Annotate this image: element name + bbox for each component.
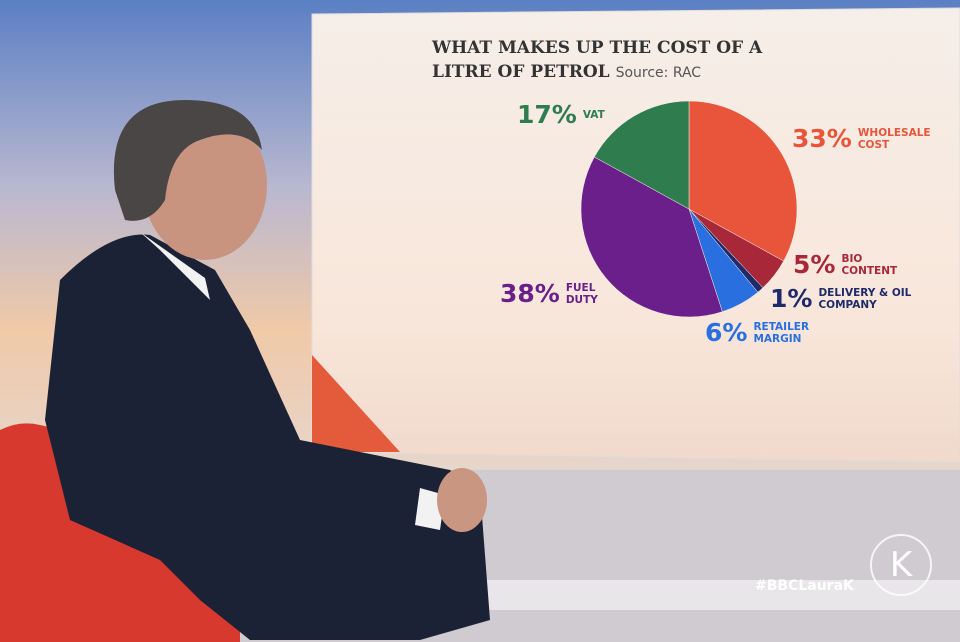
value-label: 5% [793,250,836,279]
category-label: DELIVERY & OIL COMPANY [818,286,912,311]
value-label: 1% [770,284,813,313]
value-label: 6% [705,318,748,347]
pie-slice [688,100,798,262]
category-label: FUEL DUTY [565,281,598,306]
pie-slice [580,156,723,318]
category-label: RETAILER MARGIN [753,320,810,345]
chart-title: WHAT MAKES UP THE COST OF A LITRE OF PET… [432,38,763,82]
slice-label: 1% DELIVERY & OIL COMPANY [770,284,938,313]
slice-label: 5% BIO CONTENT [793,250,911,279]
value-label: 38% [500,279,560,308]
watermark: #BBCLauraK [755,578,854,594]
hands [437,468,487,532]
slice-label: 6% RETAILER MARGIN [705,318,823,347]
chart-source: Source: RAC [615,65,702,81]
slice-label: 33% WHOLESALE COST [792,124,950,153]
slice-label: 38% FUEL DUTY [500,279,606,308]
hair [113,100,262,221]
category-label: BIO CONTENT [841,252,898,277]
logo: K [870,534,932,596]
suit [45,234,490,640]
value-label: 17% [517,100,577,129]
chart-title-block: WHAT MAKES UP THE COST OF A LITRE OF PET… [432,36,792,85]
screen-accent [312,355,400,452]
category-label: VAT [582,108,605,121]
category-label: WHOLESALE COST [857,126,931,151]
pie-slice [594,100,690,210]
pie [580,100,798,318]
slice-label: 17% VAT [517,100,623,129]
value-label: 33% [792,124,852,153]
